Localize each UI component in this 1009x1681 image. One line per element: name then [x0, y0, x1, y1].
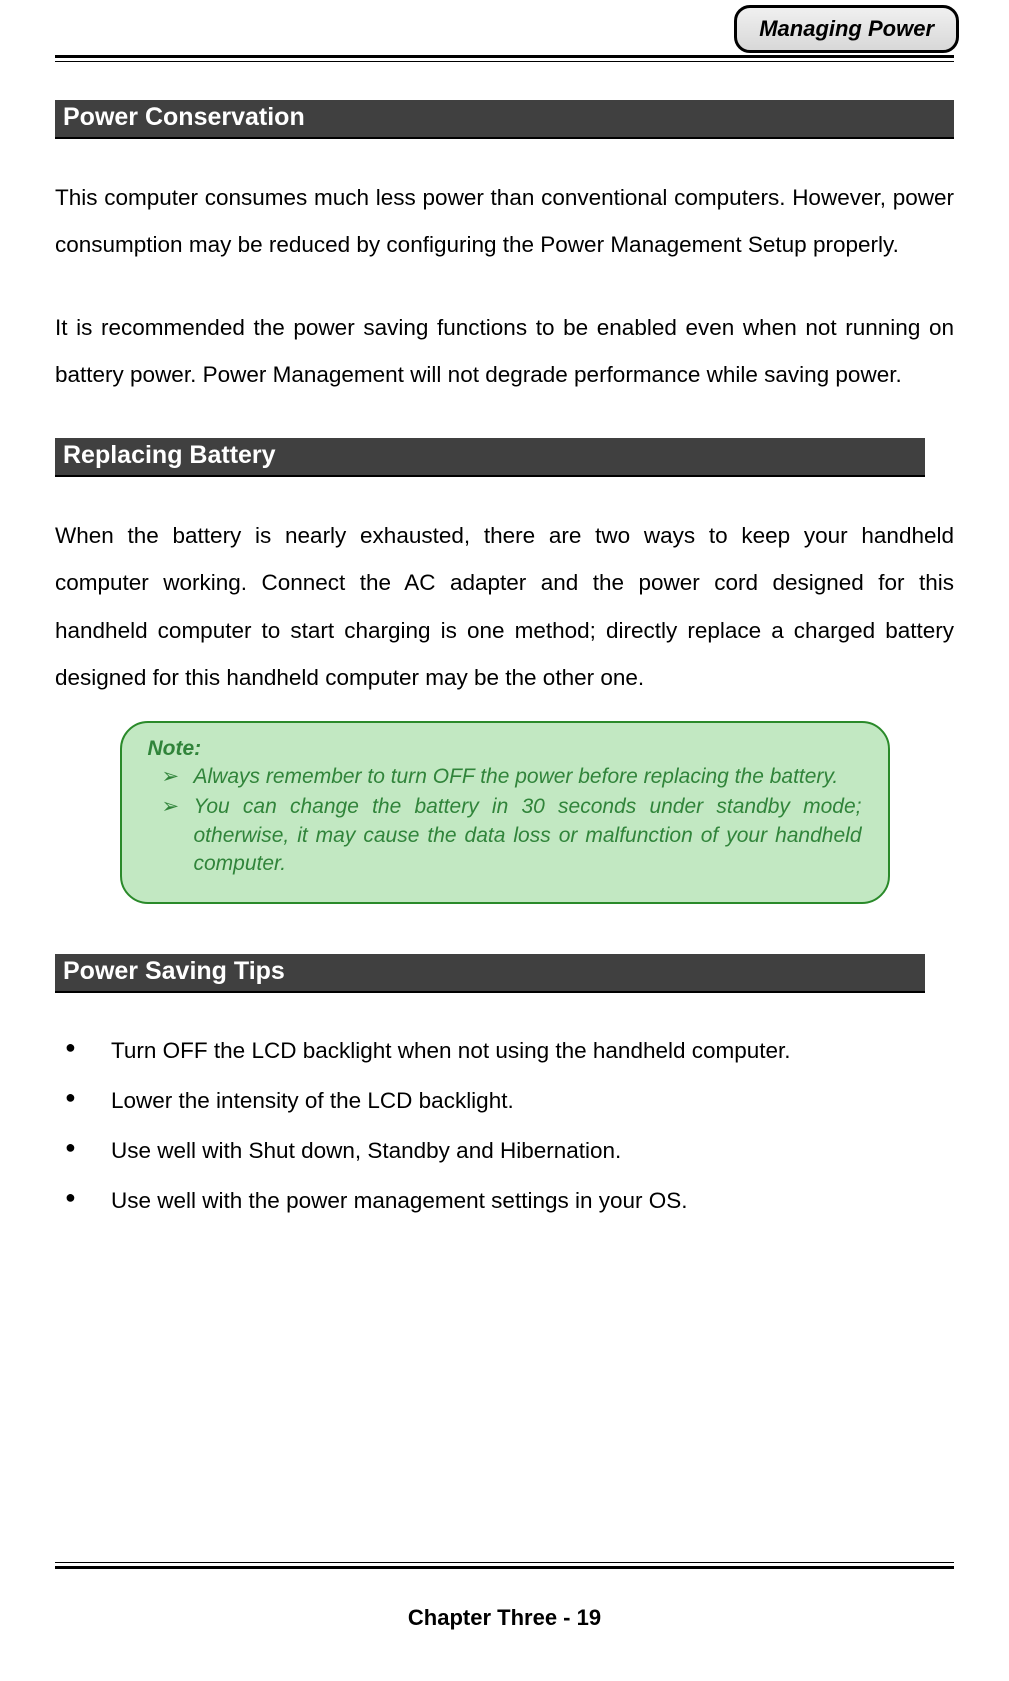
- page-header: Managing Power: [55, 0, 954, 75]
- paragraph-power-conservation-1: This computer consumes much less power t…: [55, 174, 954, 269]
- tip-item: Use well with the power management setti…: [55, 1183, 954, 1219]
- section-heading-replacing-battery: Replacing Battery: [55, 438, 925, 477]
- note-title: Note:: [148, 737, 862, 761]
- note-item: Always remember to turn OFF the power be…: [148, 763, 862, 791]
- note-item: You can change the battery in 30 seconds…: [148, 793, 862, 878]
- section-heading-power-saving-tips: Power Saving Tips: [55, 954, 925, 993]
- footer-rule: [55, 1562, 954, 1569]
- section-heading-power-conservation: Power Conservation: [55, 100, 954, 139]
- tip-item: Lower the intensity of the LCD backlight…: [55, 1083, 954, 1119]
- paragraph-power-conservation-2: It is recommended the power saving funct…: [55, 304, 954, 399]
- footer-page-label: Chapter Three - 19: [55, 1605, 954, 1631]
- tip-item: Turn OFF the LCD backlight when not usin…: [55, 1033, 954, 1069]
- header-rule: [55, 55, 954, 62]
- note-box: Note: Always remember to turn OFF the po…: [120, 721, 890, 904]
- header-tab: Managing Power: [734, 5, 959, 53]
- page-footer: Chapter Three - 19: [55, 1562, 954, 1631]
- tip-item: Use well with Shut down, Standby and Hib…: [55, 1133, 954, 1169]
- note-list: Always remember to turn OFF the power be…: [148, 763, 862, 878]
- paragraph-replacing-battery-1: When the battery is nearly exhausted, th…: [55, 512, 954, 701]
- tips-list: Turn OFF the LCD backlight when not usin…: [55, 1033, 954, 1219]
